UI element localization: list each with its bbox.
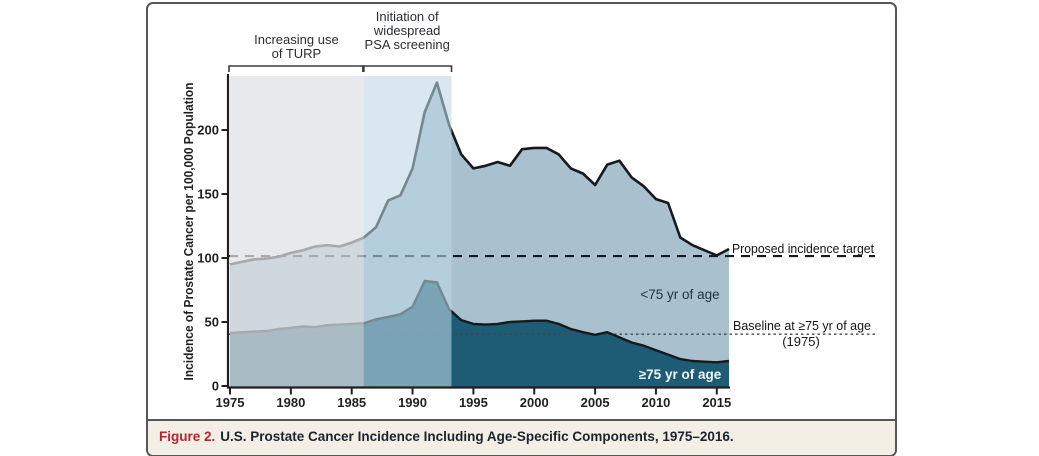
figure-caption-label: Figure 2. — [159, 429, 216, 444]
figure-caption: Figure 2. U.S. Prostate Cancer Incidence … — [148, 419, 895, 455]
figure-caption-text: U.S. Prostate Cancer Incidence Including… — [220, 429, 734, 444]
figure-box: Figure 2. U.S. Prostate Cancer Incidence … — [146, 2, 897, 456]
